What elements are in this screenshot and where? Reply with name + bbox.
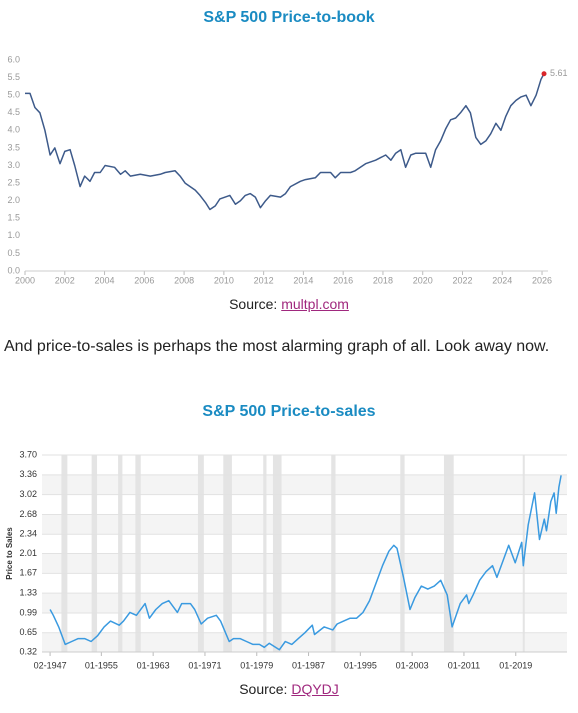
y-tick-label: 1.33: [19, 588, 37, 598]
y-tick-label: 0.32: [19, 646, 37, 656]
y-axis-title: Price to Sales: [5, 527, 14, 580]
x-tick-label: 01-2019: [499, 660, 532, 670]
y-tick-label: 3.70: [19, 449, 37, 459]
x-tick-label: 2020: [413, 275, 433, 285]
y-tick-label: 2.0: [7, 195, 20, 205]
source-prefix: Source:: [239, 681, 288, 697]
y-tick-label: 4.0: [7, 125, 20, 135]
y-tick-label: 0.5: [7, 248, 20, 258]
x-tick-label: 01-1955: [85, 660, 118, 670]
grid-band: [42, 514, 567, 535]
x-tick-label: 2010: [214, 275, 234, 285]
grid-band: [42, 632, 567, 652]
source-line: Source: DQYDJ: [0, 681, 578, 697]
y-tick-label: 0.0: [7, 265, 20, 275]
x-tick-label: 01-1987: [292, 660, 325, 670]
source-link[interactable]: DQYDJ: [291, 681, 339, 697]
line-series: [25, 73, 545, 211]
x-tick-label: 2006: [134, 275, 154, 285]
paragraph: And price-to-sales is perhaps the most a…: [4, 338, 550, 355]
y-tick-label: 0.99: [19, 607, 37, 617]
chart: 0.0 0.5 1.0 1.5 2.0 2.5 3.0 3.5 4.0 4.5 5.0 5.5 6.0 2…: [7, 54, 568, 285]
y-tick-label: 2.34: [19, 529, 37, 539]
y-tick-label: 2.5: [7, 177, 20, 187]
y-tick-label: 3.36: [19, 469, 37, 479]
x-tick-label: 2014: [293, 275, 313, 285]
x-tick-label: 2008: [174, 275, 194, 285]
x-tick-label: 2024: [492, 275, 512, 285]
x-tick-label: 01-2011: [448, 660, 480, 670]
grid-band: [42, 553, 567, 574]
chart: 0.32 0.65 0.99 1.33 1.67 2.01 2.34 2.68 3.02 3.36…: [5, 449, 567, 670]
source-prefix: Source:: [229, 296, 278, 312]
y-tick-label: 1.67: [19, 568, 37, 578]
x-tick-label: 2026: [532, 275, 552, 285]
y-tick-label: 6.0: [7, 54, 20, 64]
y-tick-label: 0.65: [19, 627, 37, 637]
chart-title: S&P 500 Price-to-sales: [202, 403, 376, 420]
y-tick-label: 5.0: [7, 90, 20, 100]
x-tick-label: 2000: [15, 275, 35, 285]
x-tick-label: 2002: [55, 275, 75, 285]
x-tick-label: 2004: [95, 275, 115, 285]
x-tick-label: 02-1947: [34, 660, 67, 670]
x-tick-label: 01-1971: [188, 660, 221, 670]
x-tick-label: 01-1979: [240, 660, 273, 670]
y-tick-label: 1.5: [7, 213, 20, 223]
y-tick-label: 3.02: [19, 489, 37, 499]
point-label: 5.61: [550, 68, 568, 78]
x-tick-label: 2022: [452, 275, 472, 285]
chart-title: S&P 500 Price-to-book: [203, 9, 375, 26]
source-line: Source: multpl.com: [0, 296, 578, 312]
source-link[interactable]: multpl.com: [281, 296, 349, 312]
x-tick-label: 2016: [333, 275, 353, 285]
line-series: [49, 475, 562, 651]
grid-band: [42, 474, 567, 495]
x-tick-label: 01-2003: [396, 660, 429, 670]
y-tick-label: 5.5: [7, 72, 20, 82]
x-tick-label: 01-1995: [344, 660, 377, 670]
y-tick-label: 2.01: [19, 548, 37, 558]
y-tick-label: 4.5: [7, 107, 20, 117]
y-tick-label: 3.0: [7, 160, 20, 170]
x-tick-label: 2012: [254, 275, 274, 285]
y-tick-label: 1.0: [7, 230, 20, 240]
highlight-point: [541, 71, 547, 77]
x-tick-label: 2018: [373, 275, 393, 285]
y-tick-label: 3.5: [7, 142, 20, 152]
y-tick-label: 2.68: [19, 509, 37, 519]
x-tick-label: 01-1963: [137, 660, 170, 670]
